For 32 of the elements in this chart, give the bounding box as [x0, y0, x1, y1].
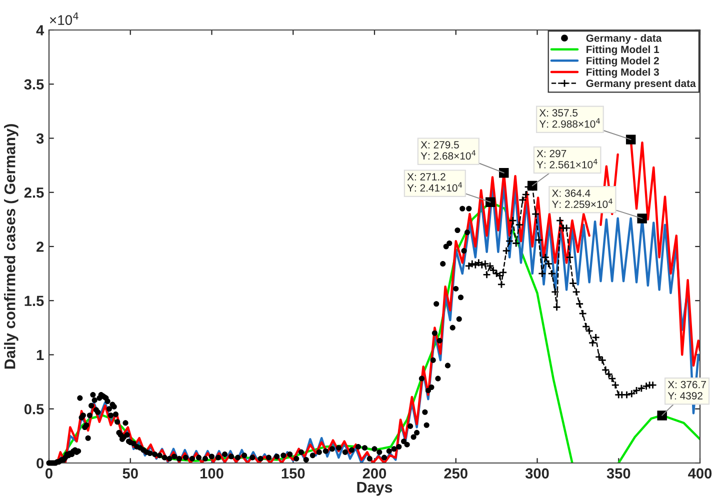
y-tick-label: 3.5 [24, 79, 44, 90]
legend-label: Fitting Model 2 [586, 56, 659, 67]
x-tick-label: 100 [200, 468, 224, 479]
y-axis-title: Daily confirmed cases ( Germany) [4, 124, 18, 369]
annotation: X: 279.5 Y: 2.68×10$^{4}$ [420, 141, 476, 160]
y-tick-label: 3 [36, 133, 44, 144]
x-tick-label: 50 [122, 468, 138, 479]
annotation: X: 297 Y: 2.561×10$^{4}$ [536, 150, 598, 168]
y-tick-label: 2 [36, 242, 44, 252]
text: ×10$^{4}$ [50, 12, 78, 25]
x-tick-label: 300 [525, 468, 549, 479]
y-tick-label: 1 [36, 350, 44, 360]
legend-label: Fitting Model 1 [586, 45, 660, 56]
legend-label: Germany - data [586, 34, 662, 44]
x-tick-label: 150 [282, 468, 305, 479]
x-tick-label: 200 [362, 468, 386, 479]
annotation: X: 271.2 Y: 2.41×10$^{4}$ [407, 173, 462, 192]
legend-label: Fitting Model 3 [586, 68, 659, 78]
x-tick-label: 250 [444, 468, 468, 479]
y-tick-label: 2.5 [24, 187, 44, 198]
y-tick-label: 4 [36, 25, 44, 36]
x-tick-label: 350 [606, 468, 630, 479]
y-tick-label: 1.5 [24, 296, 44, 306]
y-tick-label: 0 [36, 458, 44, 468]
legend-label: Germany present data [586, 79, 696, 90]
annotation: X: 376.7 Y: 4392 [668, 380, 706, 400]
annotation: X: 364.4 Y: 2.259×10$^{4}$ [552, 189, 612, 208]
x-tick-label: 0 [46, 468, 52, 479]
annotation: X: 357.5 Y: 2.988×10$^{4}$ [539, 109, 600, 128]
x-axis-title: Days [357, 482, 392, 496]
y-tick-label: 0.5 [24, 404, 44, 414]
x-tick-label: 400 [688, 468, 712, 479]
